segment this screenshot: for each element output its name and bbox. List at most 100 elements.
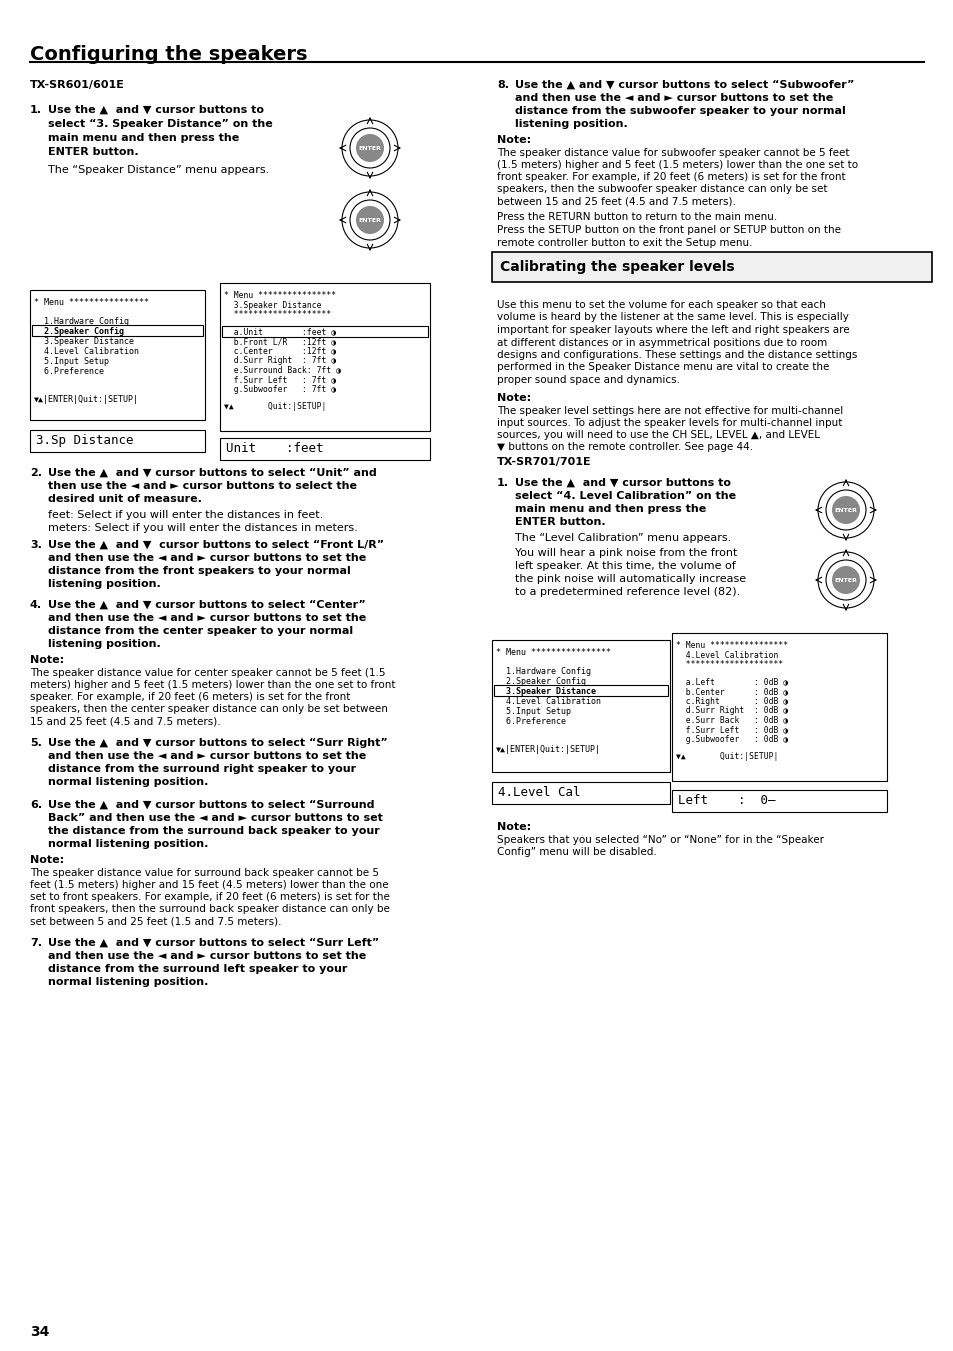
Bar [220,282,430,431]
Text: f.Surr Left   : 7ft ◑: f.Surr Left : 7ft ◑ [224,376,335,384]
Bar [492,640,669,771]
Text: 3.Sp Distance: 3.Sp Distance [36,434,133,447]
Text: Left    :  0—: Left : 0— [678,794,775,807]
Text: Note:: Note: [30,655,64,665]
Text: speakers, then the center speaker distance can only be set between: speakers, then the center speaker distan… [30,704,388,713]
Text: designs and configurations. These settings and the distance settings: designs and configurations. These settin… [497,350,857,359]
Text: main menu and then press the: main menu and then press the [515,504,705,513]
Text: Note:: Note: [30,855,64,865]
Bar [222,326,428,336]
Text: volume is heard by the listener at the same level. This is especially: volume is heard by the listener at the s… [497,312,848,323]
Text: 2.Speaker Config: 2.Speaker Config [496,677,585,686]
Text: 2.: 2. [30,467,42,478]
Text: Press the RETURN button to return to the main menu.: Press the RETURN button to return to the… [497,212,777,222]
Text: distance from the surround right speaker to your: distance from the surround right speaker… [48,765,355,774]
Text: set between 5 and 25 feet (1.5 and 7.5 meters).: set between 5 and 25 feet (1.5 and 7.5 m… [30,916,281,925]
Text: distance from the center speaker to your normal: distance from the center speaker to your… [48,626,353,636]
Text: set to front speakers. For example, if 20 feet (6 meters) is set for the: set to front speakers. For example, if 2… [30,892,390,902]
Text: * Menu ****************: * Menu **************** [496,648,610,657]
Text: then use the ◄ and ► cursor buttons to select the: then use the ◄ and ► cursor buttons to s… [48,481,356,490]
Text: ▼▲|ENTER|Quit:|SETUP|: ▼▲|ENTER|Quit:|SETUP| [496,744,600,754]
Text: ▼▲       Quit:|SETUP|: ▼▲ Quit:|SETUP| [224,403,326,411]
Text: * Menu ****************: * Menu **************** [224,290,335,300]
Text: 3.Speaker Distance: 3.Speaker Distance [496,688,596,696]
Text: Use the ▲ and ▼ cursor buttons to select “Subwoofer”: Use the ▲ and ▼ cursor buttons to select… [515,80,854,91]
Text: Unit    :feet: Unit :feet [226,442,323,455]
Text: Note:: Note: [497,393,531,403]
Text: c.Center      :12ft ◑: c.Center :12ft ◑ [224,346,335,355]
Text: speakers, then the subwoofer speaker distance can only be set: speakers, then the subwoofer speaker dis… [497,184,826,195]
Text: 4.Level Cal: 4.Level Cal [497,786,579,798]
Text: ********************: ******************** [676,661,782,669]
Text: b.Front L/R   :12ft ◑: b.Front L/R :12ft ◑ [224,336,335,346]
Text: Speakers that you selected “No” or “None” for in the “Speaker: Speakers that you selected “No” or “None… [497,835,823,844]
Text: Config” menu will be disabled.: Config” menu will be disabled. [497,847,656,857]
Text: front speakers, then the surround back speaker distance can only be: front speakers, then the surround back s… [30,904,390,915]
Text: normal listening position.: normal listening position. [48,777,208,788]
Text: a.Left        : 0dB ◑: a.Left : 0dB ◑ [676,677,787,686]
Text: Use the ▲  and ▼  cursor buttons to select “Front L/R”: Use the ▲ and ▼ cursor buttons to select… [48,540,384,550]
Text: 5.Input Setup: 5.Input Setup [496,707,571,716]
Text: Use this menu to set the volume for each speaker so that each: Use this menu to set the volume for each… [497,300,825,309]
Text: and then use the ◄ and ► cursor buttons to set the: and then use the ◄ and ► cursor buttons … [48,553,366,563]
Text: The speaker distance value for subwoofer speaker cannot be 5 feet: The speaker distance value for subwoofer… [497,149,848,158]
Text: e.Surr Back   : 0dB ◑: e.Surr Back : 0dB ◑ [676,716,787,724]
Text: meters: Select if you will enter the distances in meters.: meters: Select if you will enter the dis… [48,523,357,534]
Text: front speaker. For example, if 20 feet (6 meters) is set for the front: front speaker. For example, if 20 feet (… [497,172,844,182]
Circle shape [355,205,384,234]
Bar [494,685,667,696]
Text: Use the ▲  and ▼ cursor buttons to select “Surr Left”: Use the ▲ and ▼ cursor buttons to select… [48,938,379,948]
Text: desired unit of measure.: desired unit of measure. [48,494,202,504]
Text: b.Center      : 0dB ◑: b.Center : 0dB ◑ [676,688,787,696]
Text: Use the ▲  and ▼ cursor buttons to select “Surr Right”: Use the ▲ and ▼ cursor buttons to select… [48,738,387,748]
Text: feet (1.5 meters) higher and 15 feet (4.5 meters) lower than the one: feet (1.5 meters) higher and 15 feet (4.… [30,880,388,890]
Text: * Menu ****************: * Menu **************** [34,299,149,307]
Text: 8.: 8. [497,80,509,91]
Text: Use the ▲  and ▼ cursor buttons to select “Unit” and: Use the ▲ and ▼ cursor buttons to select… [48,467,376,478]
Text: * Menu ****************: * Menu **************** [676,640,787,650]
Text: g.Subwoofer   : 7ft ◑: g.Subwoofer : 7ft ◑ [224,385,335,393]
Text: important for speaker layouts where the left and right speakers are: important for speaker layouts where the … [497,326,849,335]
Text: Note:: Note: [497,821,531,832]
Text: The speaker level settings here are not effective for multi-channel: The speaker level settings here are not … [497,407,842,416]
Text: 4.Level Calibration: 4.Level Calibration [34,347,139,357]
Text: You will hear a pink noise from the front: You will hear a pink noise from the fron… [515,549,737,558]
Text: 3.Speaker Distance: 3.Speaker Distance [34,336,133,346]
Text: 1.: 1. [30,105,42,115]
Text: 3.: 3. [30,540,42,550]
Text: f.Surr Left   : 0dB ◑: f.Surr Left : 0dB ◑ [676,725,787,734]
Text: Use the ▲  and ▼ cursor buttons to select “Center”: Use the ▲ and ▼ cursor buttons to select… [48,600,365,611]
Text: 5.Input Setup: 5.Input Setup [34,357,109,366]
Text: normal listening position.: normal listening position. [48,977,208,988]
Text: feet: Select if you will enter the distances in feet.: feet: Select if you will enter the dista… [48,509,323,520]
Text: Back” and then use the ◄ and ► cursor buttons to set: Back” and then use the ◄ and ► cursor bu… [48,813,382,823]
Text: g.Subwoofer   : 0dB ◑: g.Subwoofer : 0dB ◑ [676,735,787,743]
Text: 2.Speaker Config: 2.Speaker Config [34,327,124,336]
Text: (1.5 meters) higher and 5 feet (1.5 meters) lower than the one set to: (1.5 meters) higher and 5 feet (1.5 mete… [497,159,858,170]
Circle shape [831,566,859,594]
Text: ▼▲|ENTER|Quit:|SETUP|: ▼▲|ENTER|Quit:|SETUP| [34,394,139,404]
Text: listening position.: listening position. [515,119,627,128]
Text: 7.: 7. [30,938,42,948]
Text: ▼ buttons on the remote controller. See page 44.: ▼ buttons on the remote controller. See … [497,442,752,453]
Text: left speaker. At this time, the volume of: left speaker. At this time, the volume o… [515,561,735,571]
Text: listening position.: listening position. [48,580,161,589]
Text: select “4. Level Calibration” on the: select “4. Level Calibration” on the [515,490,736,501]
Text: remote controller button to exit the Setup menu.: remote controller button to exit the Set… [497,238,752,249]
Text: sources, you will need to use the CH SEL, LEVEL ▲, and LEVEL: sources, you will need to use the CH SEL… [497,430,820,440]
Text: distance from the subwoofer speaker to your normal: distance from the subwoofer speaker to y… [515,105,845,116]
Text: TX-SR601/601E: TX-SR601/601E [30,80,125,91]
Text: 34: 34 [30,1325,50,1339]
Text: and then use the ◄ and ► cursor buttons to set the: and then use the ◄ and ► cursor buttons … [48,751,366,761]
Text: distance from the front speakers to your normal: distance from the front speakers to your… [48,566,351,576]
Text: and then use the ◄ and ► cursor buttons to set the: and then use the ◄ and ► cursor buttons … [48,951,366,961]
Bar [30,430,205,453]
Text: ENTER: ENTER [834,577,857,582]
Bar [220,438,430,459]
Text: at different distances or in asymmetrical positions due to room: at different distances or in asymmetrica… [497,338,826,347]
Text: proper sound space and dynamics.: proper sound space and dynamics. [497,376,679,385]
Bar [30,290,205,420]
Text: 6.Preference: 6.Preference [496,717,565,725]
Text: 15 and 25 feet (4.5 and 7.5 meters).: 15 and 25 feet (4.5 and 7.5 meters). [30,716,220,725]
Bar [671,790,886,812]
